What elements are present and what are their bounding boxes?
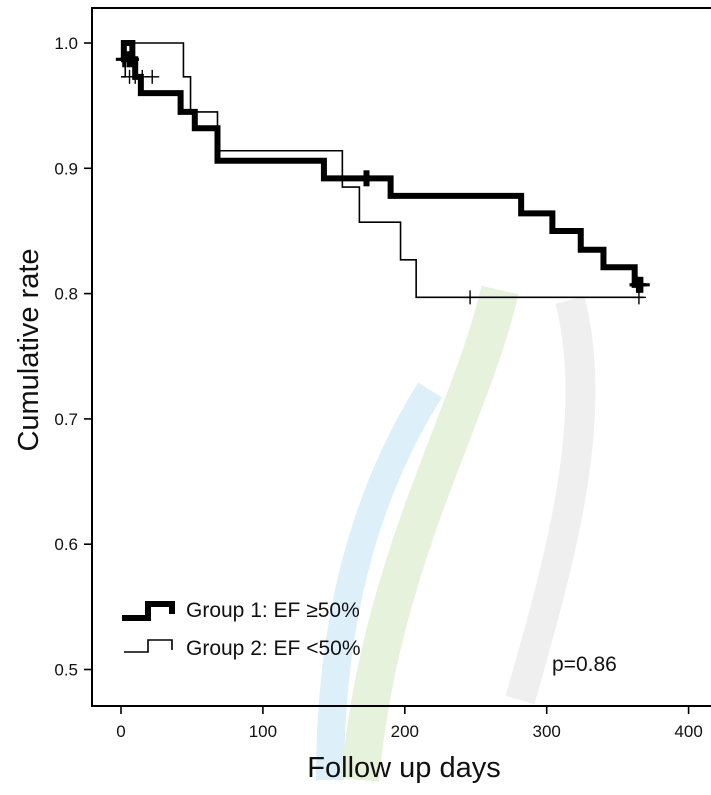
y-tick-label: 0.7 <box>54 410 78 429</box>
y-tick-label: 0.5 <box>54 661 78 680</box>
y-tick-label: 0.8 <box>54 285 78 304</box>
x-tick-label: 0 <box>116 722 125 741</box>
censor-mark-group1 <box>122 51 139 68</box>
legend-swatch-group1 <box>122 601 175 621</box>
y-tick-label: 1.0 <box>54 34 78 53</box>
legend: Group 1: EF ≥50% Group 2: EF <50% <box>122 599 361 660</box>
x-tick-label: 100 <box>249 722 277 741</box>
p-value-annotation: p=0.86 <box>552 653 617 676</box>
censor-marks <box>115 51 650 305</box>
y-axis-title: Cumulative rate <box>13 248 45 451</box>
plot-frame <box>91 7 711 707</box>
series-line-group2 <box>121 42 644 299</box>
series-layer <box>120 40 644 299</box>
censor-mark-group2 <box>463 290 478 305</box>
legend-label-group1: Group 1: EF ≥50% <box>186 599 360 622</box>
y-tick-label: 0.9 <box>54 159 78 178</box>
censor-mark-group1 <box>359 170 376 187</box>
x-tick-label: 400 <box>674 722 702 741</box>
y-tick-label: 0.6 <box>54 535 78 554</box>
series-line-group1 <box>120 40 644 288</box>
x-tick-label: 200 <box>391 722 419 741</box>
x-axis: 0 100 200 300 400 <box>116 706 703 741</box>
legend-swatch-group2 <box>124 639 173 653</box>
x-axis-title: Follow up days <box>307 752 500 784</box>
censor-mark-group2 <box>631 290 646 305</box>
censor-mark-group2 <box>145 69 160 84</box>
legend-label-group2: Group 2: EF <50% <box>186 637 361 660</box>
x-tick-label: 300 <box>533 722 561 741</box>
y-axis: 0.5 0.6 0.7 0.8 0.9 1.0 <box>54 34 92 680</box>
censor-mark-group1 <box>629 276 646 293</box>
